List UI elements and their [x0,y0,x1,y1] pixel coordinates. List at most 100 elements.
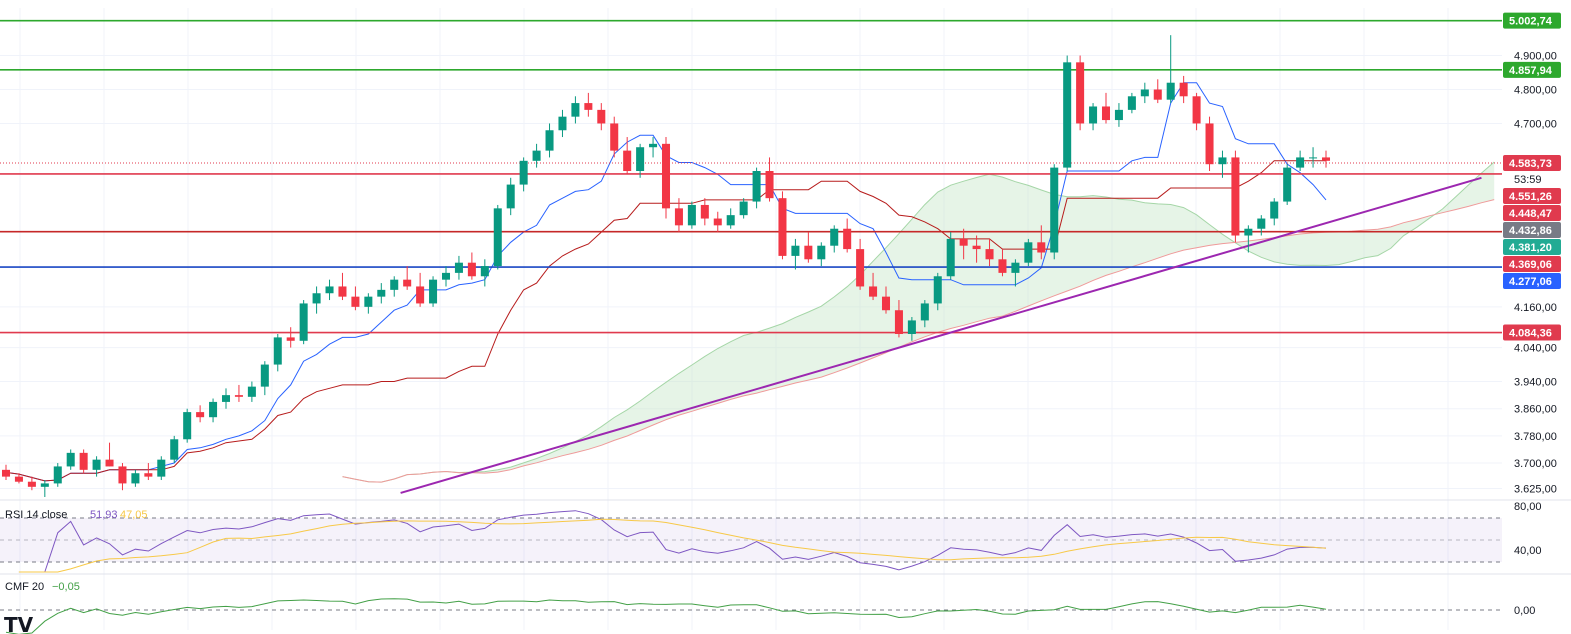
cloud-span-a [342,161,1495,483]
level-tag-label: 4.857,94 [1509,65,1553,77]
price-tick-label: 3.860,00 [1514,404,1557,416]
candle-body [66,452,75,467]
cloud-span-b [342,199,1495,483]
candle-body [1296,157,1305,168]
rsi-value: 51,93 [90,509,118,521]
candle-body [1205,123,1214,165]
candle-body [713,218,722,226]
candle-body [1270,201,1279,219]
candle-body [687,204,696,226]
candle-body [441,272,451,280]
candle-body [1166,82,1175,100]
candle-body [778,198,787,256]
candle-body [1101,106,1111,121]
candle-body [1011,262,1020,273]
candle-body [856,249,865,287]
candle-body [752,171,761,202]
candle-body [817,245,826,260]
candle-body [1076,62,1085,124]
rsi-pane: RSI 14 close 51,93 47,05 80,00 40,00 [0,499,1571,573]
candle-body [131,473,140,484]
price-tick-label: 4.900,00 [1514,51,1557,63]
candle-body [92,459,101,470]
level-tag [1503,154,1561,171]
level-tag [1503,272,1561,289]
price-axis: 4.900,00 4.800,00 4.700,00 4.160,00 4.040,00… [1514,51,1557,496]
candle-body [493,208,502,267]
candle-body [221,395,231,402]
candle-body [364,296,373,307]
candle-body [209,401,218,418]
candle-body [1024,242,1033,263]
candle-body [804,245,813,260]
candle-body [907,320,916,334]
cmf-line [5,598,1327,634]
candle-body [1063,62,1072,168]
cmf-label: CMF 20 [5,581,44,593]
level-tag [1503,187,1561,204]
candle-body [40,483,49,487]
candle-body [920,303,929,321]
candle-body [299,303,308,341]
candle-body [558,116,567,131]
candle-body [700,204,709,219]
level-tag [1503,12,1561,29]
candle-body [1089,106,1098,124]
candle-body [144,473,153,477]
level-tag [1503,221,1561,238]
candle-body [247,386,256,397]
candle-body [661,143,671,209]
candle-body [170,439,179,460]
candle-body [105,459,114,467]
price-tick-label: 4.700,00 [1514,118,1557,130]
candle-body [157,459,166,477]
candle-body [584,103,593,110]
candle-body [325,286,334,294]
candle-body [1114,109,1123,121]
candle-body [1050,167,1059,253]
candle-body [286,337,295,341]
level-tag-label: 4.369,06 [1509,259,1552,271]
candle-body [377,289,386,297]
price-tick-label: 3.780,00 [1514,431,1557,443]
candle-body [791,245,800,256]
candle-body [312,293,321,304]
candle-body [636,147,645,171]
candle-body [1283,167,1292,202]
candle-body [532,150,541,161]
candle-body [998,259,1007,273]
candle-body [1309,157,1318,159]
level-tag [1503,204,1561,221]
level-tag-label: 5.002,74 [1509,16,1553,28]
rsi-label: RSI 14 close [5,509,67,521]
countdown-label: 53:59 [1514,174,1542,186]
candle-body [1,469,11,477]
candle-body [1231,157,1240,236]
candle-body [830,228,839,246]
cmf-value: −0,05 [52,581,80,593]
candle-body [765,171,774,199]
candle-body [260,364,269,387]
cmf-pane: CMF 20 −0,05 0,00 [0,573,1571,634]
tradingview-logo[interactable]: TV [4,613,34,634]
grid [0,8,1502,630]
candle-body [480,266,489,277]
candle-body [506,184,515,209]
candle-body [467,262,476,277]
support-trendline [400,176,1482,494]
price-tick-label: 3.940,00 [1514,377,1557,389]
candle-body [571,103,580,117]
candle-body [416,286,425,304]
level-tag-label: 4.551,26 [1509,191,1552,203]
candle-body [14,476,23,482]
price-tick-label: 3.700,00 [1514,458,1557,470]
candle-body [390,279,399,290]
candle-body [1321,157,1331,161]
rsi-line [18,510,1327,573]
candle-body [1257,218,1266,229]
rsi-ma-line [18,518,1327,573]
candle-body [1127,96,1136,110]
candle-body [273,337,282,365]
trendline[interactable] [400,176,1482,494]
